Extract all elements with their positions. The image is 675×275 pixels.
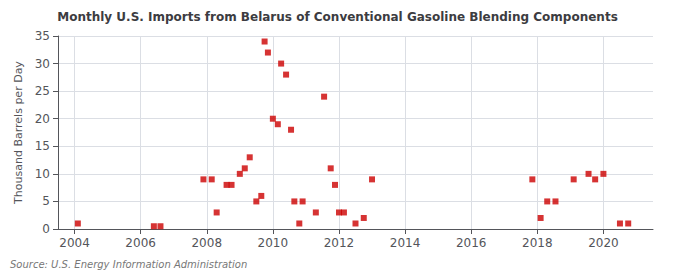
svg-text:Thousand Barrels per Day: Thousand Barrels per Day xyxy=(12,61,25,205)
svg-text:10: 10 xyxy=(35,167,50,181)
svg-text:2018: 2018 xyxy=(522,236,553,250)
svg-text:Source: U.S. Energy Informatio: Source: U.S. Energy Information Administ… xyxy=(10,259,247,270)
svg-text:2012: 2012 xyxy=(324,236,355,250)
svg-text:35: 35 xyxy=(35,29,50,43)
svg-text:20: 20 xyxy=(35,112,50,126)
svg-text:2016: 2016 xyxy=(456,236,487,250)
svg-text:25: 25 xyxy=(35,84,50,98)
svg-text:Monthly U.S. Imports from Bela: Monthly U.S. Imports from Belarus of Con… xyxy=(57,10,618,24)
svg-text:2004: 2004 xyxy=(59,236,90,250)
svg-text:0: 0 xyxy=(42,222,50,236)
svg-text:2020: 2020 xyxy=(588,236,619,250)
svg-text:2008: 2008 xyxy=(191,236,222,250)
svg-text:2010: 2010 xyxy=(258,236,289,250)
svg-text:2006: 2006 xyxy=(125,236,156,250)
svg-text:30: 30 xyxy=(35,57,50,71)
svg-text:15: 15 xyxy=(35,139,50,153)
svg-text:2014: 2014 xyxy=(390,236,421,250)
svg-text:5: 5 xyxy=(42,194,50,208)
